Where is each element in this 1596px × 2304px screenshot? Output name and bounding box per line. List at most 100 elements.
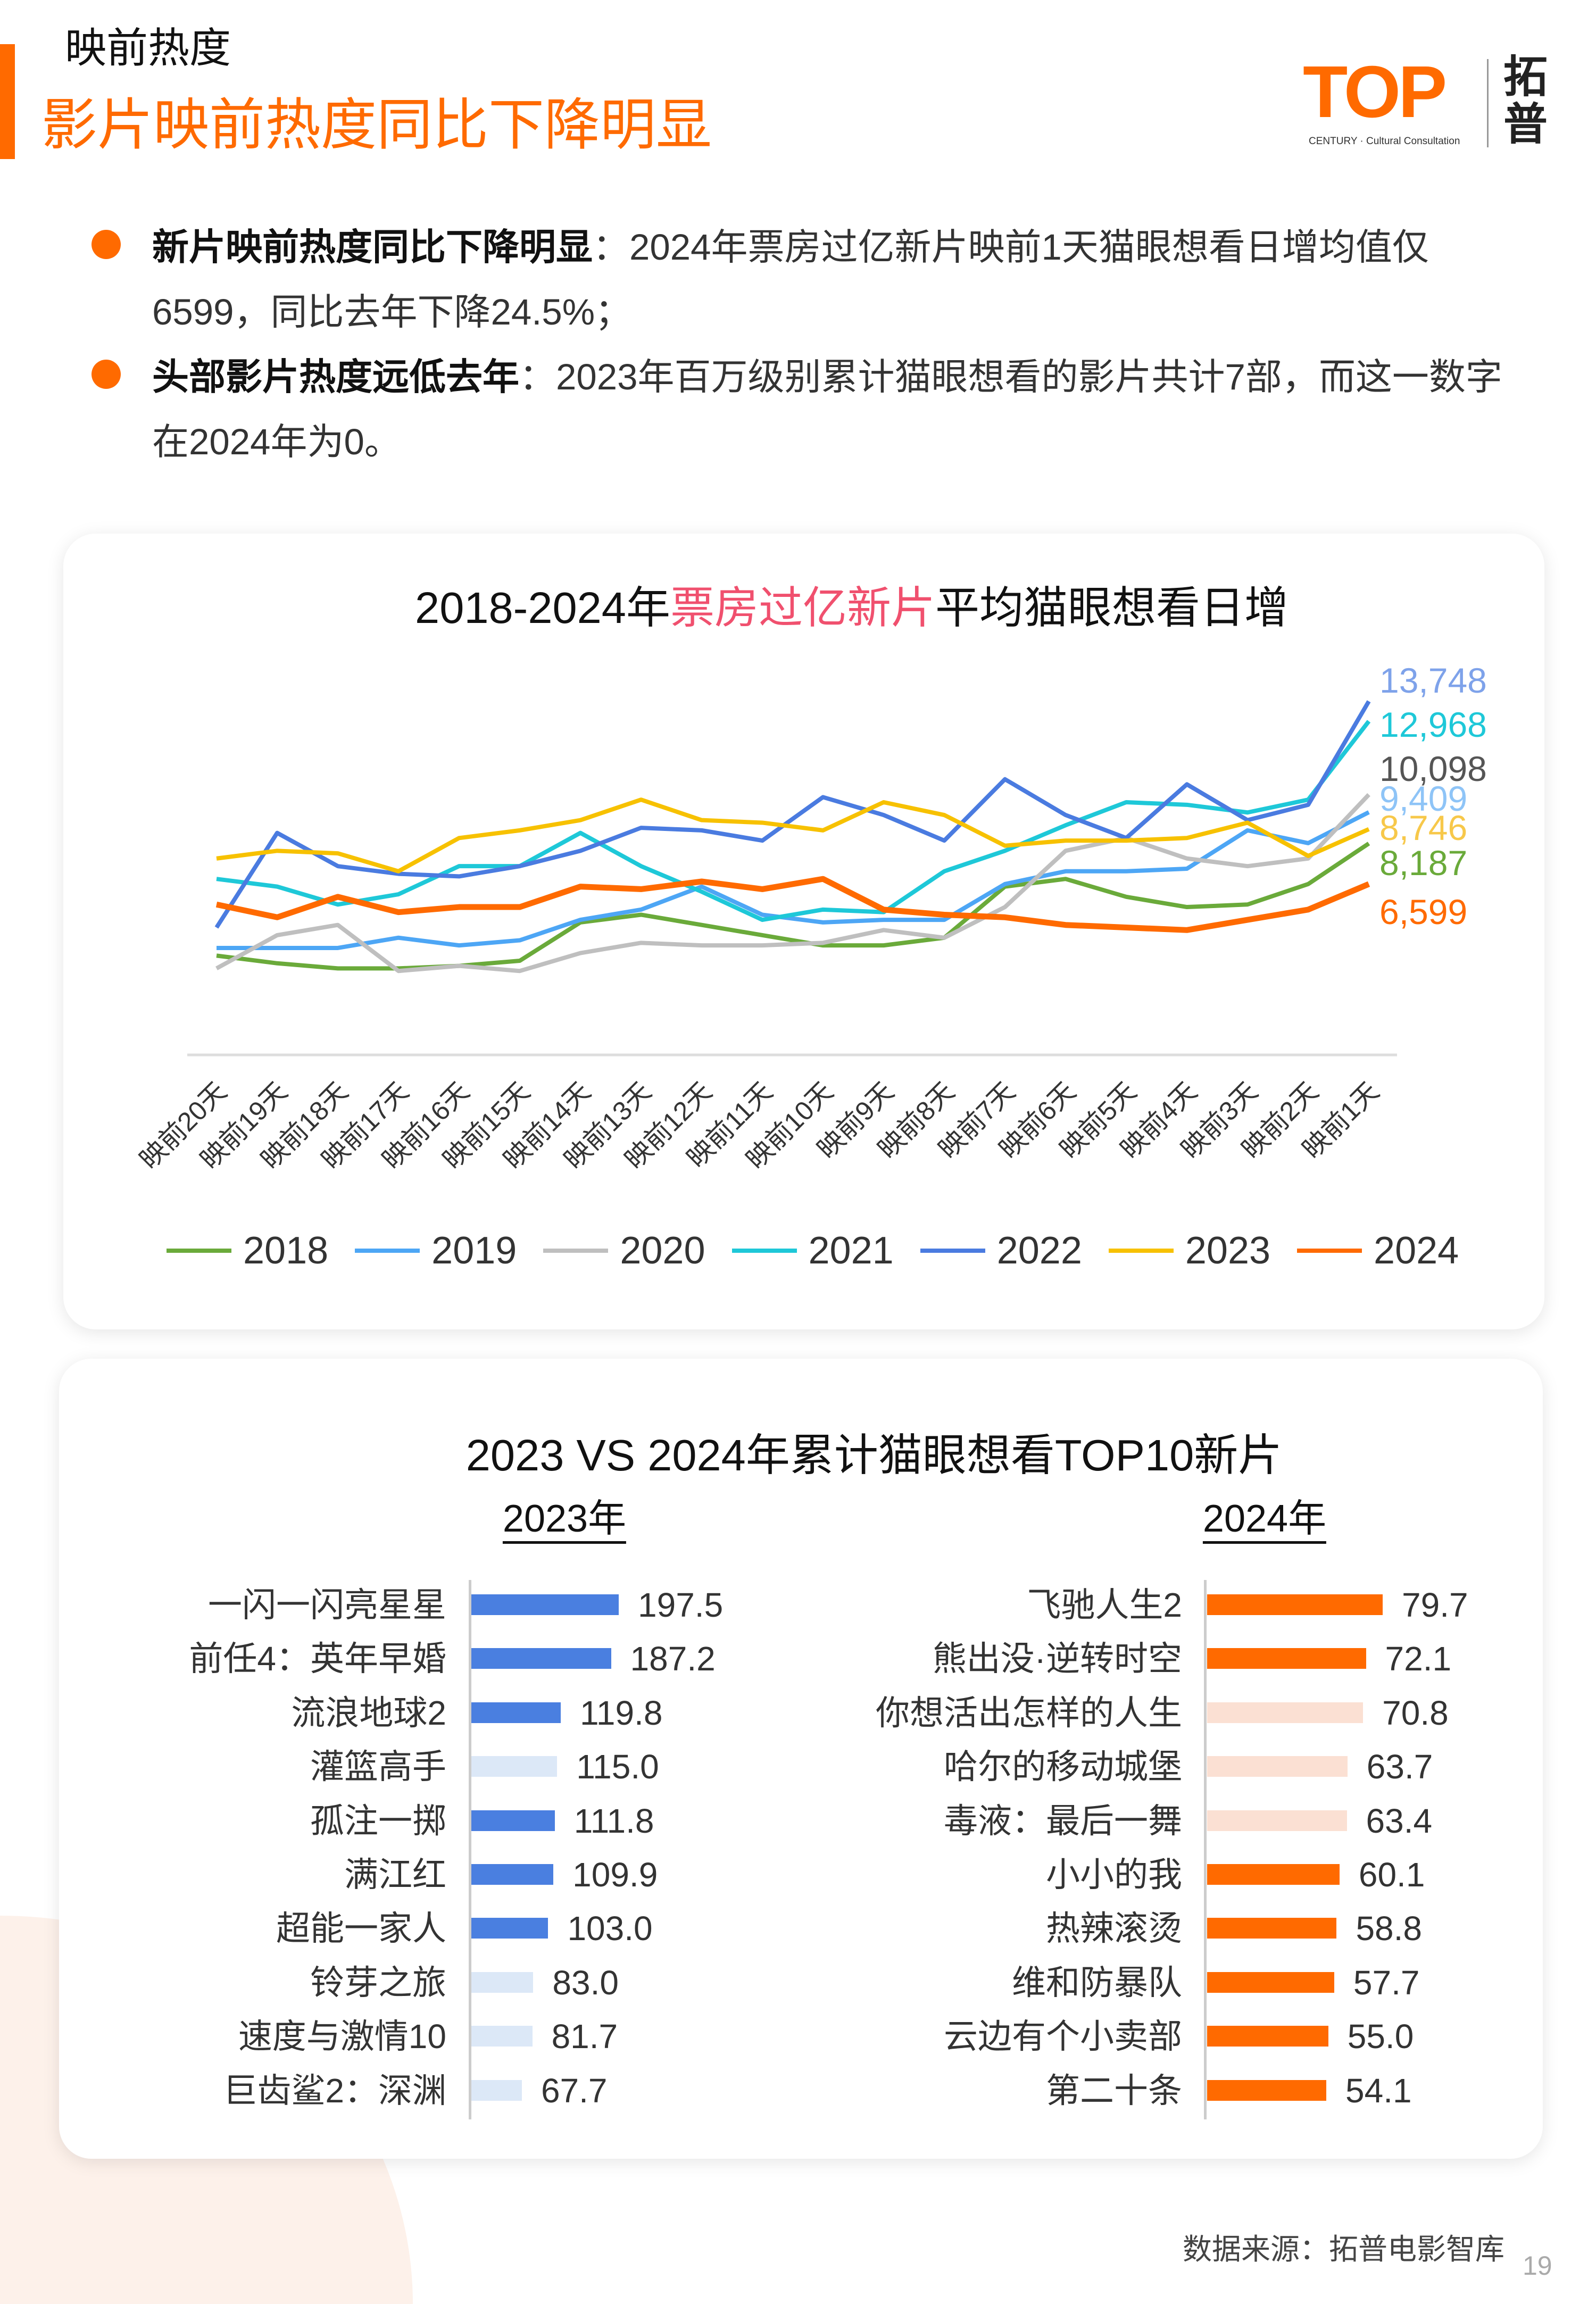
series-line-2023 bbox=[216, 797, 1370, 874]
bar-axis bbox=[1204, 1580, 1207, 2119]
bar-row-label: 巨齿鲨2：深渊 bbox=[0, 2067, 446, 2120]
bar-value: 109.9 bbox=[572, 1856, 658, 1894]
bar-row: 70.8 bbox=[1207, 1689, 1526, 1742]
series-line-2021 bbox=[216, 720, 1371, 922]
bar-chart-title: 2023 VS 2024年累计猫眼想看TOP10新片 bbox=[466, 1430, 1283, 1480]
bar-row-label: 毒液：最后一舞 bbox=[0, 1797, 1182, 1850]
bar-value: 197.5 bbox=[638, 1586, 724, 1624]
bar-value: 79.7 bbox=[1402, 1586, 1468, 1624]
bar bbox=[1207, 1972, 1334, 1993]
bar-label: 满江红 bbox=[344, 1856, 446, 1894]
bar bbox=[471, 1810, 555, 1831]
legend-label: 2021 bbox=[808, 1229, 894, 1272]
legend-label: 2024 bbox=[1374, 1229, 1459, 1272]
bar bbox=[1207, 2080, 1326, 2101]
bar-label: 小小的我 bbox=[1046, 1856, 1182, 1894]
group-label-2024: 2024年 bbox=[1202, 1497, 1327, 1544]
bar-label: 云边有个小卖部 bbox=[944, 2017, 1182, 2056]
bar bbox=[1207, 1648, 1366, 1669]
bar-value: 115.0 bbox=[576, 1748, 659, 1786]
bar-row-label: 第二十条 bbox=[0, 2067, 1182, 2120]
line-chart-title: 2018-2024年票房过亿新片平均猫眼想看日增 bbox=[415, 572, 1289, 636]
series-line-2022 bbox=[214, 700, 1371, 929]
bar-row: 58.8 bbox=[1207, 1904, 1526, 1958]
bar-label: 一闪一闪亮星星 bbox=[208, 1586, 446, 1624]
logo-cn: 拓普 bbox=[1503, 52, 1548, 149]
bar-row-label: 超能一家人 bbox=[0, 1904, 446, 1958]
bar bbox=[1207, 1702, 1364, 1723]
logo-divider bbox=[1487, 59, 1489, 147]
line-chart: 映前20天映前19天映前18天映前17天映前16天映前15天映前14天映前13天… bbox=[134, 661, 1487, 1175]
bar-value: 54.1 bbox=[1345, 2071, 1412, 2110]
bar-value: 63.7 bbox=[1366, 1748, 1433, 1786]
title-part: 2018-2024年 bbox=[415, 583, 670, 633]
bullet-bold: 新片映前热度同比下降明显 bbox=[152, 227, 593, 268]
bar bbox=[471, 1972, 534, 1993]
bullet-text: ：2024年票房过亿新片映前1天猫眼想看日增均值仅6599，同比去年下降24.5… bbox=[152, 227, 1429, 332]
bar bbox=[1207, 1810, 1347, 1831]
bar bbox=[1207, 1864, 1340, 1885]
legend-item-2023: 2023 bbox=[1108, 1229, 1271, 1272]
bar-label: 哈尔的移动城堡 bbox=[944, 1748, 1182, 1786]
legend-label: 2023 bbox=[1185, 1229, 1271, 1272]
group-label-2023: 2023年 bbox=[502, 1497, 627, 1544]
page-title: 影片映前热度同比下降明显 bbox=[41, 94, 712, 156]
bar-value: 55.0 bbox=[1347, 2017, 1414, 2056]
bar-value: 58.8 bbox=[1356, 1909, 1423, 1948]
bar-value: 111.8 bbox=[573, 1801, 654, 1840]
page-number: 19 bbox=[1523, 2251, 1552, 2281]
series-line-2024 bbox=[215, 876, 1370, 933]
bar-value: 63.4 bbox=[1366, 1801, 1433, 1840]
end-label-2022: 13,748 bbox=[1379, 661, 1487, 700]
bar-value: 72.1 bbox=[1385, 1640, 1452, 1678]
data-source: 数据来源：拓普电影智库 bbox=[1182, 2233, 1504, 2266]
bar bbox=[471, 1756, 558, 1777]
bar bbox=[1207, 1918, 1337, 1939]
legend-item-2018: 2018 bbox=[167, 1229, 328, 1272]
bar-value: 187.2 bbox=[630, 1640, 716, 1678]
logo: TOP 拓普 CENTURY · Cultural Consultation bbox=[1303, 50, 1561, 153]
bullet-2: 头部影片热度远低去年：2023年百万级别累计猫眼想看的影片共计7部，而这一数字在… bbox=[92, 345, 1536, 475]
bar bbox=[471, 1648, 611, 1669]
bar-label: 第二十条 bbox=[1046, 2071, 1182, 2110]
legend-label: 2019 bbox=[431, 1229, 517, 1272]
bar-label: 热辣滚烫 bbox=[1046, 1909, 1182, 1948]
bar-row: 83.0 bbox=[471, 1959, 791, 2012]
bar-row: 81.7 bbox=[471, 2012, 791, 2066]
bar-label: 速度与激情10 bbox=[238, 2017, 446, 2056]
bar-label: 飞驰人生2 bbox=[1027, 1586, 1182, 1624]
bar-label: 维和防暴队 bbox=[1012, 1963, 1182, 2002]
end-label-2018: 8,187 bbox=[1379, 843, 1467, 883]
bar-label: 灌篮高手 bbox=[310, 1748, 446, 1786]
bar-row-label: 熊出没·逆转时空 bbox=[0, 1635, 1182, 1688]
bar-label: 你想活出怎样的人生 bbox=[876, 1693, 1182, 1732]
bar-value: 103.0 bbox=[567, 1909, 653, 1948]
bar bbox=[471, 1864, 554, 1885]
legend-item-2024: 2024 bbox=[1297, 1229, 1459, 1272]
bar bbox=[1207, 1594, 1383, 1615]
bar-row-label: 哈尔的移动城堡 bbox=[0, 1743, 1182, 1796]
bullet-dot-icon bbox=[92, 360, 121, 389]
bar-label: 孤注一掷 bbox=[310, 1801, 446, 1840]
bar-label: 铃芽之旅 bbox=[310, 1963, 446, 2002]
bar-row-label: 铃芽之旅 bbox=[0, 1959, 446, 2012]
bar-label: 流浪地球2 bbox=[291, 1693, 446, 1732]
bar-label: 巨齿鲨2：深渊 bbox=[223, 2071, 446, 2110]
end-label-2019: 9,409 bbox=[1379, 779, 1467, 818]
bar-row: 60.1 bbox=[1207, 1851, 1526, 1904]
bar-row: 119.8 bbox=[471, 1689, 791, 1742]
bar-axis bbox=[469, 1580, 471, 2119]
bar-row: 55.0 bbox=[1207, 2012, 1526, 2066]
bar-value: 70.8 bbox=[1382, 1693, 1449, 1732]
series-line-2019 bbox=[217, 810, 1370, 950]
bar-row-label: 你想活出怎样的人生 bbox=[0, 1689, 1182, 1742]
bar-row-label: 小小的我 bbox=[0, 1851, 1182, 1904]
logo-mark: TOP bbox=[1303, 51, 1447, 133]
bar-label: 前任4：英年早婚 bbox=[189, 1640, 446, 1678]
title-part: 平均猫眼想看日增 bbox=[935, 583, 1289, 633]
legend-swatch bbox=[1108, 1249, 1174, 1253]
bar-row: 197.5 bbox=[471, 1581, 791, 1634]
bar-row-label: 一闪一闪亮星星 bbox=[0, 1581, 446, 1634]
chart-legend: 2018 2019 2020 2021 2022 2023 2024 bbox=[167, 1229, 1459, 1272]
bar-value: 119.8 bbox=[580, 1693, 663, 1732]
